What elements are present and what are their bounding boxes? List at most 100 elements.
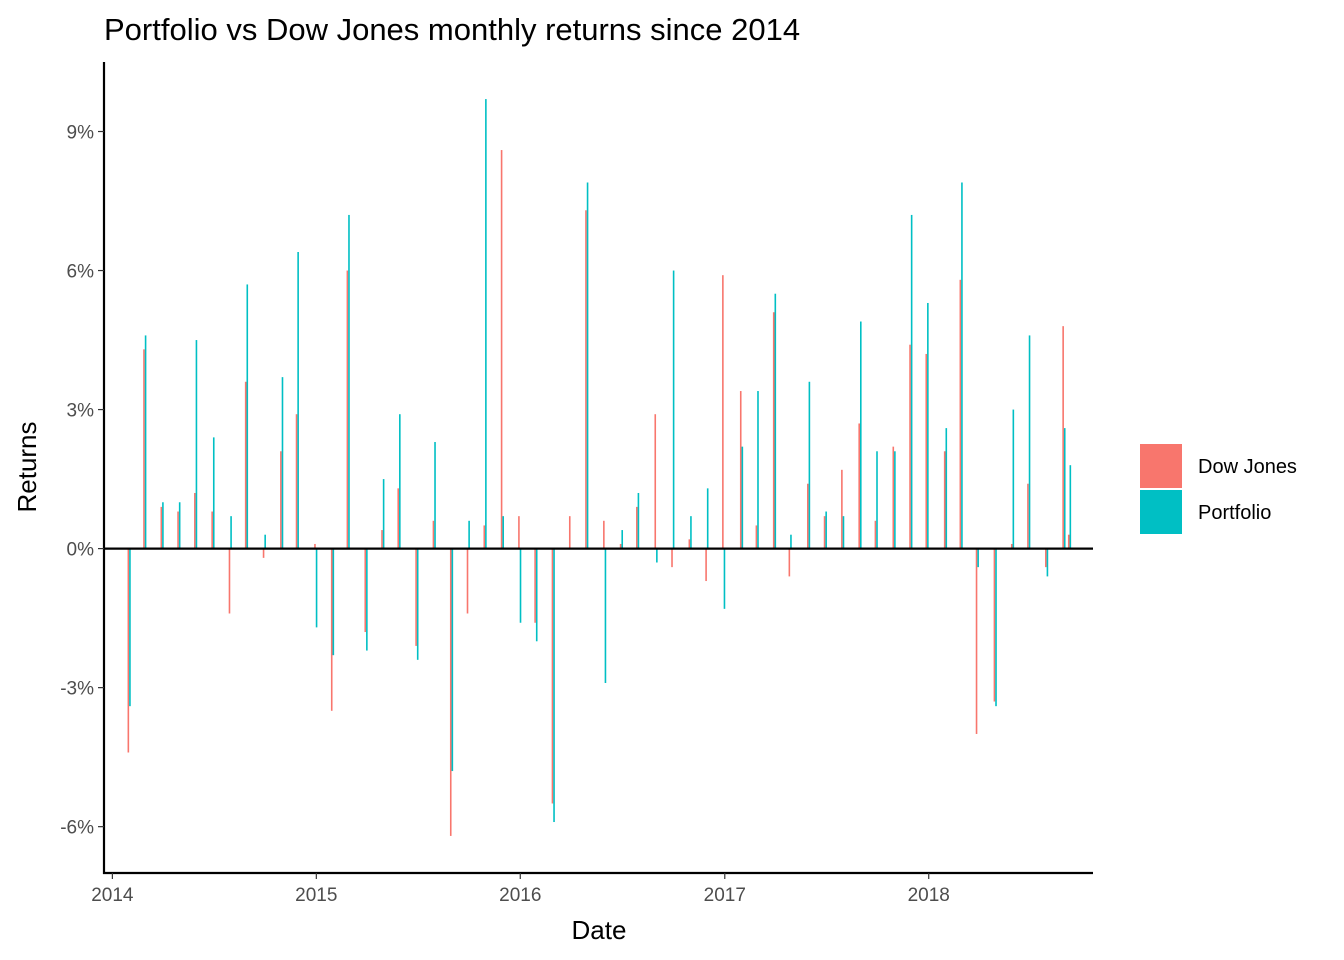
dow-jones-bar <box>314 543 316 549</box>
portfolio-bar <box>129 548 131 707</box>
dow-jones-bar <box>244 381 247 549</box>
y-axis-title: Returns <box>12 421 42 512</box>
dow-jones-bar <box>280 451 282 549</box>
legend: Dow Jones Portfolio <box>1140 444 1297 534</box>
portfolio-bar <box>995 548 997 707</box>
portfolio-bar <box>144 335 147 549</box>
dow-jones-bar <box>722 275 724 549</box>
portfolio-bar <box>621 530 624 549</box>
dow-jones-bar <box>500 150 503 549</box>
portfolio-bar <box>553 548 555 823</box>
portfolio-bar <box>1028 335 1031 549</box>
portfolio-bar <box>451 548 454 772</box>
portfolio-bar <box>366 548 368 651</box>
portfolio-bar <box>315 548 318 628</box>
dow-jones-bar <box>755 525 758 549</box>
dow-jones-bar <box>127 548 130 753</box>
dow-jones-bar <box>654 414 657 549</box>
portfolio-bar <box>790 534 792 549</box>
portfolio-bar <box>637 492 640 549</box>
dow-jones-bar <box>841 469 843 549</box>
dow-jones-bar <box>959 279 962 549</box>
legend-label-dow-jones: Dow Jones <box>1198 456 1297 478</box>
dow-jones-bar <box>568 516 571 549</box>
portfolio-bar <box>977 548 979 568</box>
dow-jones-bar <box>432 520 435 549</box>
dow-jones-bar <box>585 210 587 549</box>
dow-jones-bar <box>688 539 691 549</box>
dow-jones-bar <box>943 451 946 549</box>
portfolio-bar <box>382 479 385 549</box>
dow-jones-bar <box>619 543 622 549</box>
dow-jones-bar <box>975 548 978 734</box>
portfolio-bar <box>842 516 845 549</box>
dow-jones-bar <box>823 516 826 549</box>
dow-jones-bar <box>466 548 469 614</box>
dow-jones-bar <box>636 506 638 549</box>
portfolio-bar <box>672 270 675 549</box>
portfolio-bar <box>434 442 436 549</box>
portfolio-bar <box>468 520 470 549</box>
dow-jones-bar <box>788 548 791 577</box>
dow-jones-bar <box>346 270 349 549</box>
x-axis-title: Date <box>572 915 627 945</box>
dow-jones-bar <box>874 520 877 549</box>
portfolio-bar <box>281 377 284 549</box>
dow-jones-bar <box>1062 326 1064 549</box>
dow-jones-bar <box>551 548 554 804</box>
portfolio-bar <box>416 548 419 660</box>
portfolio-bar <box>348 214 350 549</box>
portfolio-bar <box>859 321 862 549</box>
portfolio-bar <box>332 548 335 656</box>
portfolio-bar <box>586 182 589 549</box>
portfolio-bar <box>808 381 811 549</box>
portfolio-bar <box>706 488 709 549</box>
x-tick-label: 2016 <box>499 885 541 906</box>
portfolio-bar <box>1069 465 1072 549</box>
dow-jones-bar <box>603 520 605 549</box>
portfolio-bar <box>723 548 726 609</box>
y-tick-label: 0% <box>67 540 95 561</box>
legend-swatch-dow-jones <box>1140 444 1182 488</box>
portfolio-bar <box>297 252 299 549</box>
dow-jones-bar <box>295 414 298 549</box>
portfolio-bar <box>1012 409 1015 549</box>
y-tick-label: 9% <box>67 123 95 144</box>
dow-jones-bar <box>518 516 520 549</box>
y-tick-label: 3% <box>67 401 95 422</box>
dow-jones-bar <box>449 548 452 836</box>
dow-jones-bar <box>993 548 996 702</box>
portfolio-bar <box>774 293 777 549</box>
dow-jones-bar <box>1027 483 1029 549</box>
dow-jones-bar <box>739 391 742 549</box>
portfolio-bar <box>894 451 896 549</box>
portfolio-bar <box>876 451 878 549</box>
portfolio-bar <box>945 428 948 549</box>
dow-jones-bar <box>705 548 707 582</box>
dow-jones-bar <box>772 312 775 549</box>
chart-title: Portfolio vs Dow Jones monthly returns s… <box>104 12 800 47</box>
dow-jones-bar <box>415 548 417 646</box>
dow-jones-bar <box>534 548 536 623</box>
portfolio-bar <box>656 548 658 563</box>
legend-swatch-portfolio <box>1140 490 1182 534</box>
bar-layer <box>127 99 1072 836</box>
x-tick-label: 2015 <box>295 885 337 906</box>
x-tick-label: 2014 <box>91 885 134 906</box>
portfolio-bar <box>825 511 827 549</box>
portfolio-bar <box>485 99 487 549</box>
y-tick-label: -6% <box>60 818 94 839</box>
y-axis-ticks: -6% -3% 0% 3% 6% 9% <box>60 123 104 839</box>
dow-jones-bar <box>160 506 163 549</box>
portfolio-bar <box>519 548 522 623</box>
dow-jones-bar <box>211 511 213 549</box>
dow-jones-bar <box>483 525 486 549</box>
portfolio-bar <box>741 446 744 549</box>
dow-jones-bar <box>397 488 400 549</box>
dow-jones-bar <box>177 511 179 549</box>
dow-jones-bar <box>1045 548 1047 568</box>
portfolio-bar <box>604 548 607 683</box>
portfolio-bar <box>162 502 164 549</box>
dow-jones-bar <box>143 349 145 549</box>
